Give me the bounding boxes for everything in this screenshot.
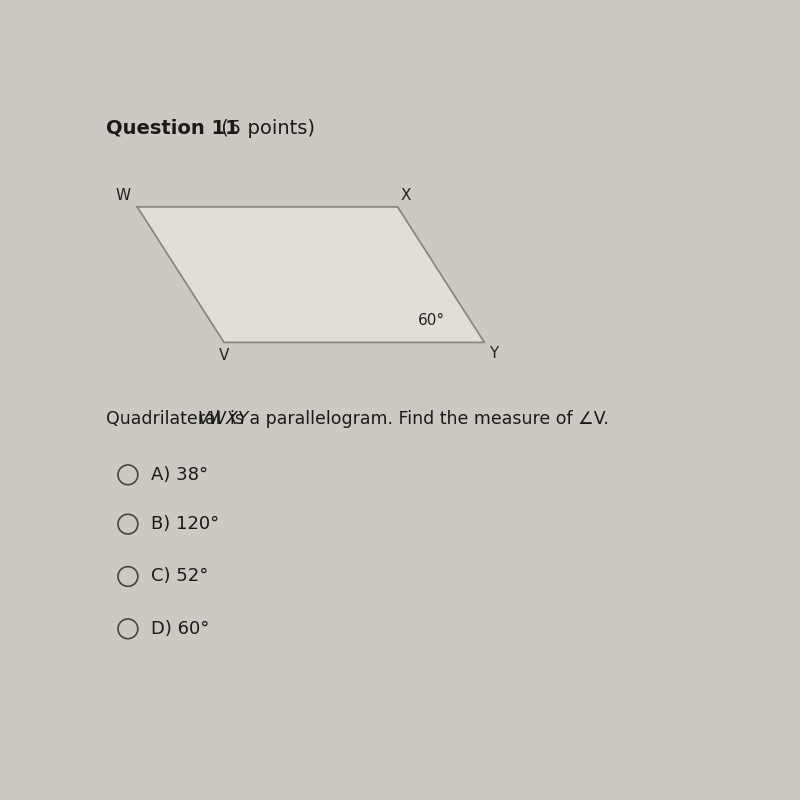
Text: VWXY: VWXY (198, 410, 250, 429)
Text: D) 60°: D) 60° (151, 620, 210, 638)
Text: B) 120°: B) 120° (151, 515, 219, 533)
Text: V: V (219, 349, 229, 363)
Text: (5 points): (5 points) (214, 118, 314, 138)
Text: W: W (116, 188, 131, 203)
Polygon shape (138, 207, 485, 342)
Text: Question 11: Question 11 (106, 118, 239, 138)
Text: Quadrilateral: Quadrilateral (106, 410, 226, 429)
Text: X: X (401, 188, 411, 203)
Text: Y: Y (489, 346, 498, 361)
Text: A) 38°: A) 38° (151, 466, 208, 484)
Text: C) 52°: C) 52° (151, 567, 208, 586)
Text: is a parallelogram. Find the measure of ∠V.: is a parallelogram. Find the measure of … (230, 410, 609, 429)
Text: 60°: 60° (418, 314, 446, 328)
